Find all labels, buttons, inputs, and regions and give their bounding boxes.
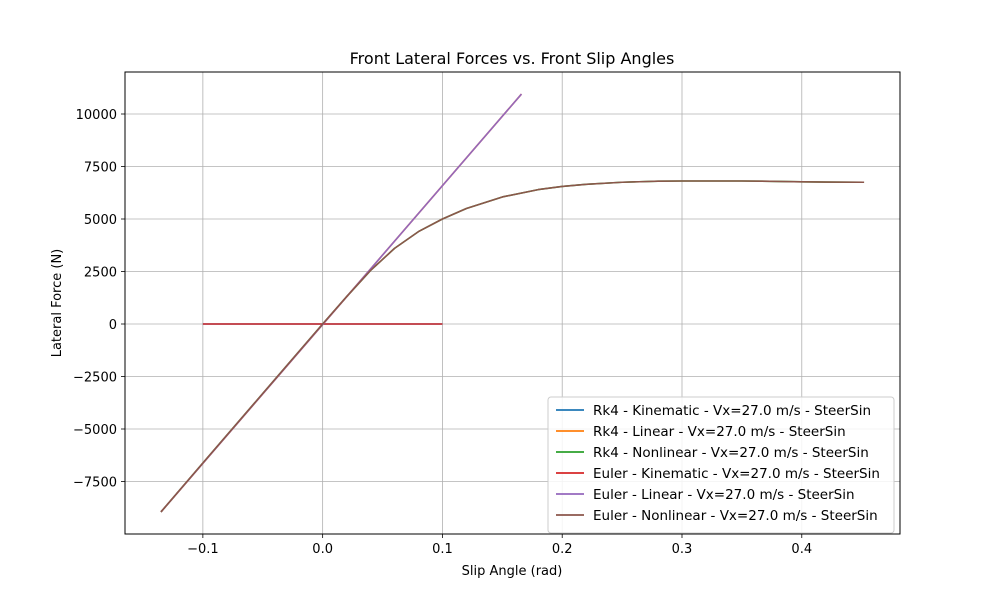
legend-label: Euler - Linear - Vx=27.0 m/s - SteerSin — [593, 487, 855, 503]
y-tick-label: 7500 — [84, 161, 117, 176]
y-axis-label: Lateral Force (N) — [50, 249, 65, 358]
y-tick-label: −2500 — [73, 371, 117, 386]
plot-frame — [124, 71, 901, 535]
legend-box — [547, 396, 895, 534]
y-axis-ticks: −7500 −5000 −2500 0 2500 5000 7500 10000 — [73, 108, 125, 491]
y-tick-label: 0 — [109, 318, 117, 333]
x-tick-label: −0.1 — [187, 542, 219, 557]
series-lines — [160, 93, 865, 513]
y-tick-label: 5000 — [84, 213, 117, 228]
legend-label: Rk4 - Kinematic - Vx=27.0 m/s - SteerSin — [593, 403, 871, 419]
y-tick-label: −7500 — [73, 476, 117, 491]
legend-label: Rk4 - Linear - Vx=27.0 m/s - SteerSin — [593, 424, 846, 440]
y-tick-label: −5000 — [73, 423, 117, 438]
legend-label: Euler - Nonlinear - Vx=27.0 m/s - SteerS… — [593, 508, 878, 524]
x-axis-label: Slip Angle (rad) — [462, 564, 563, 579]
grid — [125, 72, 900, 534]
y-tick-label: 2500 — [84, 266, 117, 281]
x-tick-label: 0.4 — [791, 542, 812, 557]
chart-title: Front Lateral Forces vs. Front Slip Angl… — [350, 49, 675, 68]
x-axis-ticks: −0.1 0.0 0.1 0.2 0.3 0.4 — [187, 534, 812, 557]
x-tick-label: 0.1 — [432, 542, 453, 557]
x-tick-label: 0.3 — [672, 542, 693, 557]
y-tick-label: 10000 — [76, 108, 117, 123]
legend-label: Rk4 - Nonlinear - Vx=27.0 m/s - SteerSin — [593, 445, 869, 461]
legend: Rk4 - Kinematic - Vx=27.0 m/s - SteerSin… — [547, 396, 895, 534]
series-line — [160, 180, 865, 513]
x-tick-label: 0.0 — [312, 542, 333, 557]
x-tick-label: 0.2 — [552, 542, 573, 557]
legend-label: Euler - Kinematic - Vx=27.0 m/s - SteerS… — [593, 466, 880, 482]
